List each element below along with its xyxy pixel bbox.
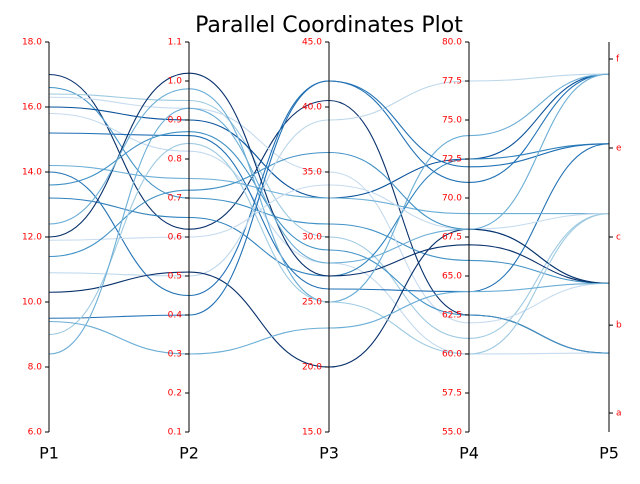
series-line: [48, 96, 610, 324]
tick-label: 15.0: [302, 428, 322, 438]
chart-title: Parallel Coordinates Plot: [195, 13, 463, 38]
tick-label: 20.0: [302, 363, 322, 373]
series-line: [48, 80, 610, 319]
tick-label: 18.0: [22, 38, 42, 48]
tick-label: f: [616, 55, 620, 65]
axis-label: P3: [319, 444, 339, 463]
tick-label: e: [616, 144, 622, 154]
tick-label: 60.0: [442, 350, 462, 360]
tick-label: 57.5: [442, 389, 462, 399]
series-line: [48, 142, 610, 355]
axis-label: P5: [599, 444, 619, 463]
tick-label: 16.0: [22, 103, 42, 113]
tick-label: 0.8: [168, 155, 183, 165]
tick-label: 45.0: [302, 38, 322, 48]
tick-label: 40.0: [302, 103, 322, 113]
series-line: [48, 93, 610, 339]
tick-label: 77.5: [442, 77, 462, 87]
tick-label: a: [616, 409, 622, 419]
tick-label: 0.5: [168, 272, 182, 282]
tick-label: b: [616, 321, 622, 331]
tick-label: 0.9: [168, 116, 183, 126]
tick-label: 80.0: [442, 38, 462, 48]
tick-label: 0.3: [168, 350, 182, 360]
tick-label: 14.0: [22, 168, 42, 178]
tick-label: 70.0: [442, 194, 462, 204]
axis-label: P2: [179, 444, 199, 463]
axis-label: P1: [39, 444, 59, 463]
tick-label: 75.0: [442, 116, 462, 126]
tick-label: 1.1: [168, 38, 182, 48]
tick-label: 0.4: [168, 311, 183, 321]
tick-label: 35.0: [302, 168, 322, 178]
series-line: [48, 73, 610, 355]
tick-label: 6.0: [28, 428, 43, 438]
tick-label: 65.0: [442, 272, 462, 282]
tick-label: 0.7: [168, 194, 182, 204]
tick-label: 1.0: [168, 77, 183, 87]
tick-label: 72.5: [442, 155, 462, 165]
tick-label: 0.1: [168, 428, 182, 438]
axis-label: P4: [459, 444, 479, 463]
tick-label: 62.5: [442, 311, 462, 321]
tick-label: 0.2: [168, 389, 182, 399]
series-line: [48, 72, 610, 284]
series-line: [48, 73, 610, 277]
tick-label: 8.0: [28, 363, 43, 373]
tick-label: 67.5: [442, 233, 462, 243]
tick-label: 55.0: [442, 428, 462, 438]
tick-label: 0.6: [168, 233, 183, 243]
tick-label: 12.0: [22, 233, 42, 243]
tick-label: 30.0: [302, 233, 322, 243]
tick-label: c: [616, 233, 621, 243]
tick-label: 25.0: [302, 298, 322, 308]
tick-label: 10.0: [22, 298, 42, 308]
